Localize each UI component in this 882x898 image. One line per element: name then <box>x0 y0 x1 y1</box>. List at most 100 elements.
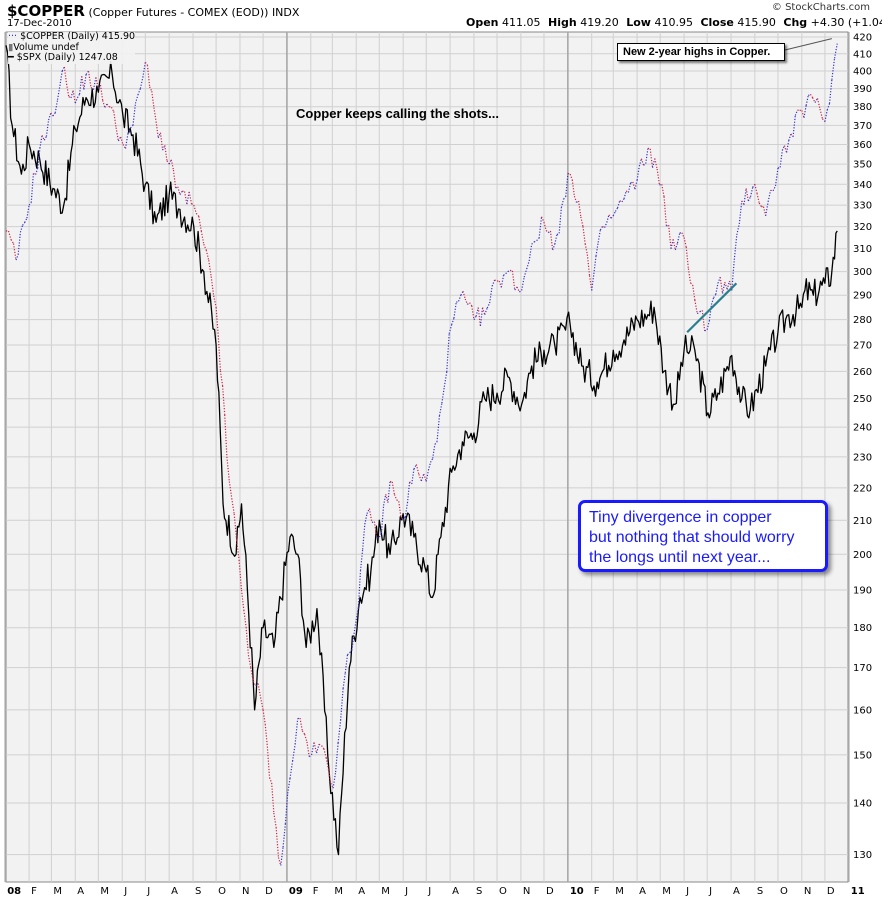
legend-copper-label: $COPPER (Daily) 415.90 <box>20 31 136 42</box>
x-tick-label: A <box>733 886 740 897</box>
chg-label: Chg <box>783 16 808 29</box>
copper-segment <box>481 307 486 315</box>
open-value: 411.05 <box>502 16 541 29</box>
copper-segment <box>616 200 621 209</box>
copper-segment <box>747 196 752 202</box>
symbol: $COPPER <box>7 2 85 20</box>
legend-volume-label: Volume undef <box>13 41 79 53</box>
copper-segment <box>503 273 507 276</box>
copper-segment <box>803 105 807 118</box>
copper-segment <box>536 237 540 242</box>
copper-segment <box>41 135 45 141</box>
copper-segment <box>22 222 26 226</box>
copper-segment <box>731 259 735 291</box>
copper-segment <box>582 226 586 244</box>
copper-segment <box>715 283 719 295</box>
copper-segment <box>260 697 264 710</box>
copper-segment <box>104 103 108 108</box>
copper-segment <box>643 163 647 166</box>
copper-segment <box>170 159 175 171</box>
copper-segment <box>567 172 571 175</box>
copper-segment <box>364 513 368 525</box>
copper-segment <box>396 499 400 502</box>
copper-segment <box>434 441 438 445</box>
copper-segment <box>666 224 669 227</box>
copper-segment <box>43 136 47 141</box>
copper-segment <box>736 223 740 236</box>
y-tick-label: 130 <box>853 850 872 861</box>
low-label: Low <box>626 16 651 29</box>
copper-segment <box>549 230 554 251</box>
copper-segment <box>213 295 217 308</box>
copper-segment <box>238 559 243 591</box>
volume-bars-icon: ▮ <box>8 41 14 53</box>
copper-segment <box>521 277 525 291</box>
x-tick-label: M <box>334 886 343 897</box>
copper-segment <box>78 76 83 95</box>
x-tick-label: F <box>313 886 319 897</box>
copper-segment <box>137 88 141 96</box>
copper-segment <box>812 97 816 103</box>
copper-segment <box>606 214 610 223</box>
copper-segment <box>446 333 450 372</box>
copper-segment <box>519 289 523 293</box>
legend-spx: ━ $SPX (Daily) 1247.08 <box>8 52 135 64</box>
copper-segment <box>299 717 303 731</box>
copper-segment <box>586 254 591 276</box>
copper-segment <box>681 232 685 238</box>
copper-segment <box>770 189 774 192</box>
x-tick-label: S <box>757 886 763 897</box>
copper-segment <box>17 232 21 255</box>
y-tick-label: 200 <box>853 550 872 561</box>
copper-segment <box>814 98 819 103</box>
copper-segment <box>659 183 662 186</box>
copper-segment <box>271 782 275 814</box>
copper-segment <box>162 145 166 151</box>
copper-segment <box>406 481 411 504</box>
y-tick-label: 390 <box>853 84 872 95</box>
copper-segment <box>39 135 43 149</box>
copper-segment <box>767 190 772 202</box>
low-value: 410.95 <box>654 16 693 29</box>
copper-segment <box>262 709 266 725</box>
copper-segment <box>415 464 420 475</box>
copper-segment <box>491 279 496 287</box>
copper-segment <box>699 309 703 313</box>
x-tick-label: J <box>146 886 150 897</box>
copper-segment <box>676 232 681 244</box>
copper-segment <box>217 335 222 371</box>
copper-segment <box>327 769 332 784</box>
callout-line-3: the longs until next year... <box>589 549 771 566</box>
y-tick-label: 280 <box>853 315 872 326</box>
copper-segment <box>781 145 785 151</box>
copper-segment <box>528 244 533 262</box>
copper-segment <box>215 307 219 336</box>
copper-segment <box>531 241 535 245</box>
copper-segment <box>738 200 743 225</box>
copper-segment <box>179 190 183 195</box>
chg-value: +4.30 (+1.04%) <box>810 16 882 29</box>
new-highs-pointer <box>784 38 832 51</box>
copper-segment <box>108 106 112 108</box>
x-tick-label: D <box>546 886 554 897</box>
x-tick-label: O <box>780 886 788 897</box>
exchange: INDX <box>271 6 300 19</box>
x-tick-label: S <box>195 886 201 897</box>
y-tick-label: 230 <box>853 452 872 463</box>
copper-segment <box>56 85 61 100</box>
x-tick-label: J <box>708 886 712 897</box>
copper-segment <box>717 276 721 284</box>
legend-spx-label: $SPX (Daily) 1247.08 <box>16 52 118 63</box>
y-tick-label: 410 <box>853 49 872 60</box>
copper-segment <box>106 103 110 108</box>
copper-segment <box>24 217 28 223</box>
copper-segment <box>505 271 509 275</box>
copper-segment <box>785 140 790 153</box>
copper-segment <box>366 508 370 514</box>
y-tick-label: 380 <box>853 102 872 113</box>
x-tick-label: D <box>265 886 273 897</box>
copper-segment <box>304 734 308 743</box>
copper-segment <box>533 240 537 243</box>
copper-segment <box>649 148 654 168</box>
y-tick-label: 260 <box>853 367 872 378</box>
